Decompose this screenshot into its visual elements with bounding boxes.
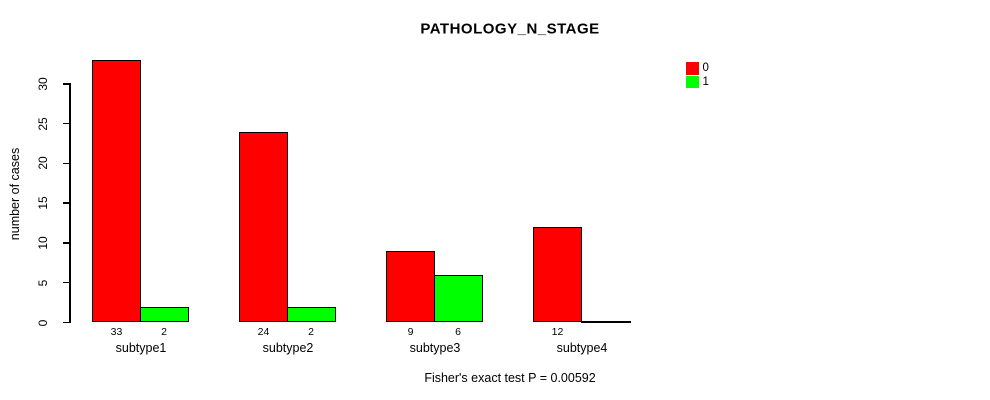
fisher-test-caption: Fisher's exact test P = 0.00592 xyxy=(424,371,596,385)
y-axis-tick-label: 20 xyxy=(36,156,50,171)
bar-value-label: 2 xyxy=(308,326,314,338)
bar-subtype2-group0 xyxy=(239,131,288,323)
bar-subtype4-group0 xyxy=(533,227,582,323)
y-axis-tick-label: 25 xyxy=(36,116,50,131)
bar-value-label: 12 xyxy=(551,326,564,338)
y-axis-tick xyxy=(63,321,71,324)
x-axis-category-label: subtype3 xyxy=(409,341,461,355)
y-axis-title: number of cases xyxy=(8,147,22,241)
y-axis-tick-label: 30 xyxy=(36,77,50,91)
bar-value-label: 2 xyxy=(161,326,167,338)
bar-subtype1-group1 xyxy=(139,306,189,323)
legend-swatch-1 xyxy=(686,75,699,88)
bar-subtype2-group1 xyxy=(286,306,336,323)
y-axis-tick xyxy=(63,122,71,125)
legend-swatch-0 xyxy=(686,62,699,75)
y-axis-tick xyxy=(63,242,71,244)
y-axis-tick xyxy=(63,281,71,284)
x-axis-category-label: subtype2 xyxy=(262,341,314,355)
bar-subtype4-group1-zero xyxy=(580,321,631,323)
legend-label: 1 xyxy=(702,75,709,88)
y-axis-tick xyxy=(63,83,71,85)
bar-subtype3-group1 xyxy=(433,274,483,323)
bar-subtype3-group0 xyxy=(386,250,435,323)
y-axis-tick-label: 10 xyxy=(36,236,50,250)
x-axis-category-label: subtype4 xyxy=(556,341,608,355)
bar-subtype1-group0 xyxy=(92,59,141,323)
x-axis-category-label: subtype1 xyxy=(115,341,167,355)
y-axis-tick-label: 0 xyxy=(36,319,50,326)
y-axis-tick xyxy=(63,202,71,204)
y-axis-tick-label: 5 xyxy=(36,279,50,287)
bar-value-label: 9 xyxy=(407,326,414,338)
y-axis-tick-label: 15 xyxy=(36,196,50,210)
y-axis-tick xyxy=(63,162,71,165)
bar-value-label: 6 xyxy=(455,326,461,338)
legend-label: 0 xyxy=(702,62,709,74)
bar-value-label: 24 xyxy=(257,326,270,338)
chart-title: PATHOLOGY_N_STAGE xyxy=(420,20,600,38)
bar-value-label: 33 xyxy=(110,326,123,338)
